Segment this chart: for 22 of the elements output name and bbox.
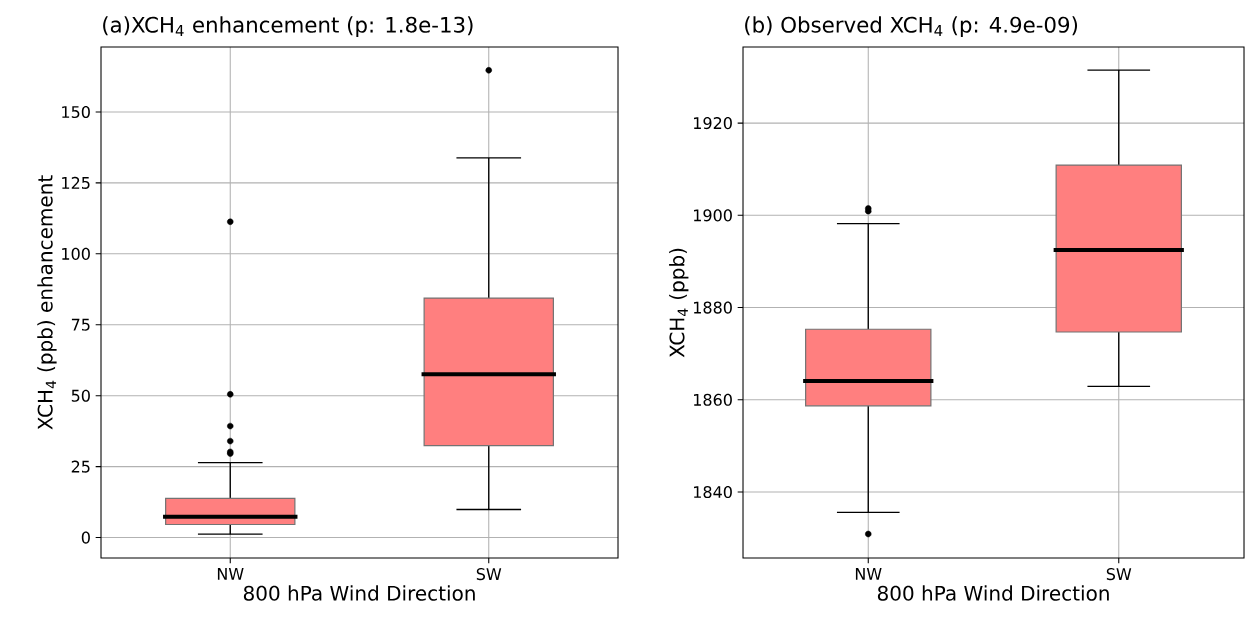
y-tick-label: 1920 (694, 117, 732, 130)
y-tick-label: 1880 (694, 301, 732, 314)
y-tick-label: 125 (62, 176, 90, 189)
x-axis-title: 800 hPa Wind Direction (877, 585, 1109, 601)
chart-title: (b) Observed XCH$_{4}$ (p: 4.9e-09) (745, 16, 1078, 37)
y-tick-label: 1840 (694, 485, 732, 499)
chart-title: (a)XCH$_{4}$ enhancement (p: 1.8e-13) (103, 16, 473, 37)
x-tick-label: SW (1106, 568, 1132, 581)
y-tick-label: 50 (71, 389, 90, 402)
y-axis-title: XCH$_{4}$ (ppb) (669, 248, 689, 358)
y-tick-label: 150 (62, 105, 90, 119)
x-tick-label: NW (855, 568, 882, 580)
y-tick-label: 1900 (694, 209, 732, 222)
x-axis-title: 800 hPa Wind Direction (243, 585, 475, 601)
y-tick-label: 0 (81, 531, 90, 544)
y-tick-label: 75 (71, 318, 90, 331)
y-axis-title: XCH$_{4}$ (ppb) enhancement (37, 175, 57, 430)
x-tick-label: SW (476, 568, 502, 581)
y-tick-label: 25 (71, 460, 90, 473)
x-tick-label: NW (217, 568, 244, 580)
y-tick-label: 100 (62, 247, 90, 260)
y-tick-label: 1860 (694, 393, 732, 406)
